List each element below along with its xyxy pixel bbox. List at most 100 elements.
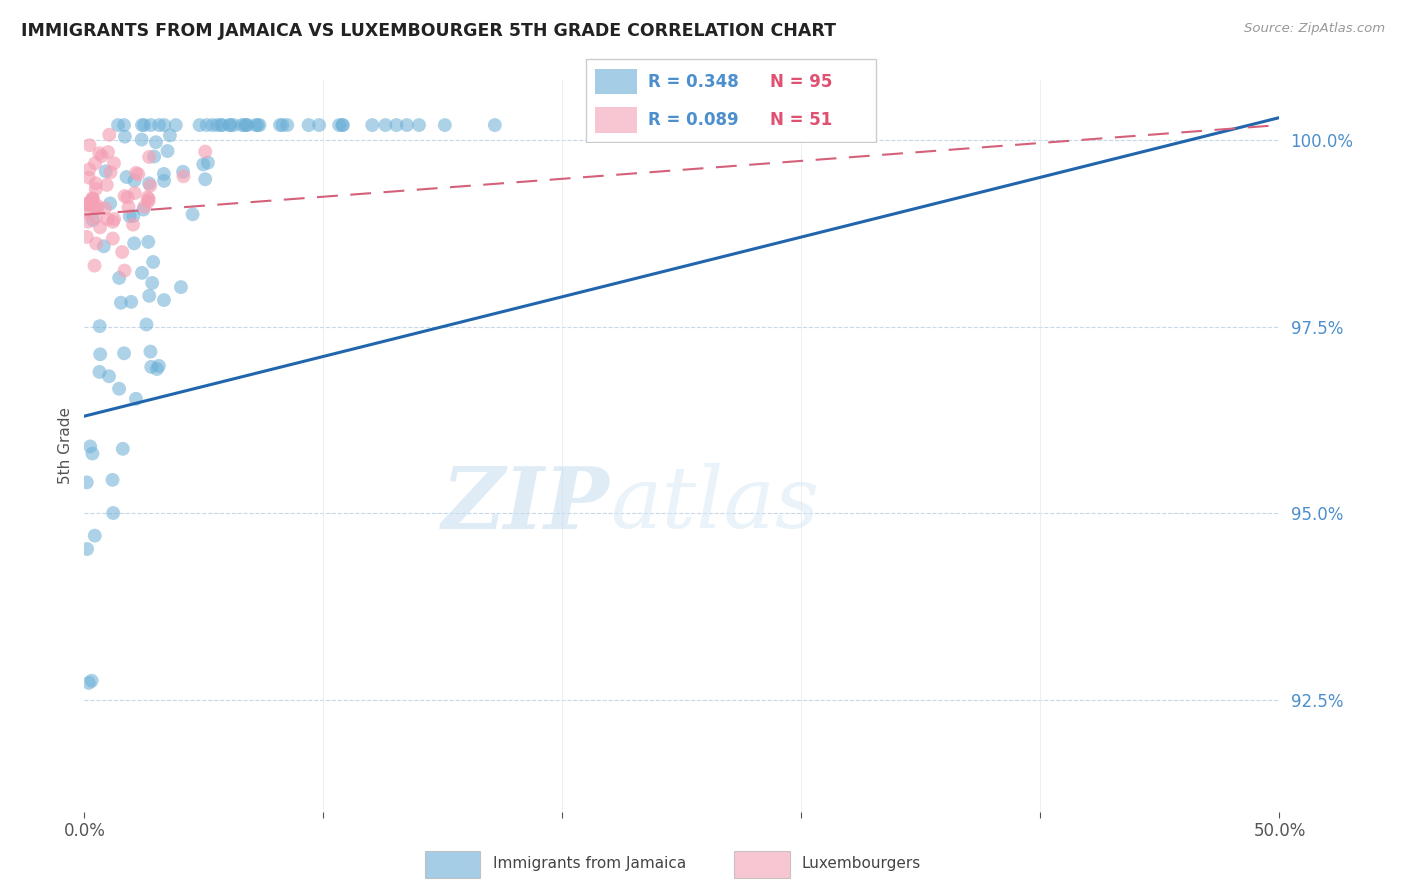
Point [108,382,131,396]
Point [77,676,100,690]
Point [98,196,121,211]
Text: N = 95: N = 95 [769,73,832,91]
Point [114,189,136,203]
Point [245,118,267,132]
Point [107,118,129,132]
Point [153,118,176,132]
Text: atlas: atlas [610,463,820,546]
Point [132,202,155,217]
Point [117,200,139,214]
Point [111,245,134,260]
Y-axis label: 5th Grade: 5th Grade [58,408,73,484]
Point [98,369,121,384]
Point [82,192,104,206]
Point [209,118,232,132]
Point [97,212,120,227]
Point [271,118,294,132]
Point [79,138,101,153]
Point [125,166,148,180]
Point [127,167,149,181]
Point [89,220,111,235]
Point [93,239,115,253]
Text: Luxembourgers: Luxembourgers [801,855,921,871]
Point [145,135,167,149]
Text: ZIP: ZIP [443,463,610,546]
Point [328,118,350,132]
Point [79,162,101,177]
FancyBboxPatch shape [586,59,876,142]
Point [94,201,117,215]
Point [211,118,233,132]
Point [201,118,224,132]
Point [484,118,506,132]
Point [138,192,160,206]
Point [395,118,418,132]
Point [165,118,187,132]
Point [86,199,108,213]
Point [83,201,105,215]
Point [138,177,160,191]
Point [153,293,176,307]
Point [218,118,240,132]
Point [83,259,105,273]
Point [219,118,242,132]
Point [139,178,162,193]
Point [82,194,104,208]
Point [77,214,100,228]
Point [115,169,138,184]
Point [361,118,384,132]
Point [408,118,430,132]
Point [236,118,259,132]
Point [246,118,269,132]
Point [118,209,141,223]
Point [122,218,145,232]
Point [89,365,111,379]
Point [138,289,160,303]
Point [148,359,170,373]
Point [193,157,215,171]
Point [143,149,166,163]
Point [276,118,298,132]
Point [124,186,146,200]
Point [231,118,253,132]
Point [103,506,125,520]
Point [96,178,118,192]
Point [134,200,156,214]
Point [181,207,204,221]
Point [83,529,105,543]
Point [76,197,98,211]
Bar [734,851,790,878]
Point [84,182,107,196]
Point [235,118,257,132]
Point [172,165,194,179]
Point [330,118,353,132]
Point [76,475,98,490]
Text: R = 0.089: R = 0.089 [648,111,740,128]
Point [89,319,111,334]
Point [84,177,107,191]
Point [84,236,107,251]
Point [131,132,153,146]
Point [332,118,354,132]
Point [79,439,101,453]
Point [134,118,156,132]
Point [76,230,98,244]
Point [82,213,104,227]
Point [269,118,291,132]
Point [94,164,117,178]
Point [141,276,163,290]
Point [125,392,148,406]
Point [103,156,125,170]
Text: IMMIGRANTS FROM JAMAICA VS LUXEMBOURGER 5TH GRADE CORRELATION CHART: IMMIGRANTS FROM JAMAICA VS LUXEMBOURGER … [21,22,837,40]
Point [135,318,157,332]
Point [131,118,153,132]
Point [139,118,162,132]
Point [122,236,145,251]
Point [77,170,100,185]
Bar [595,107,637,133]
Point [136,194,159,209]
Point [148,118,170,132]
Point [101,473,124,487]
Point [222,118,245,132]
Point [139,344,162,359]
